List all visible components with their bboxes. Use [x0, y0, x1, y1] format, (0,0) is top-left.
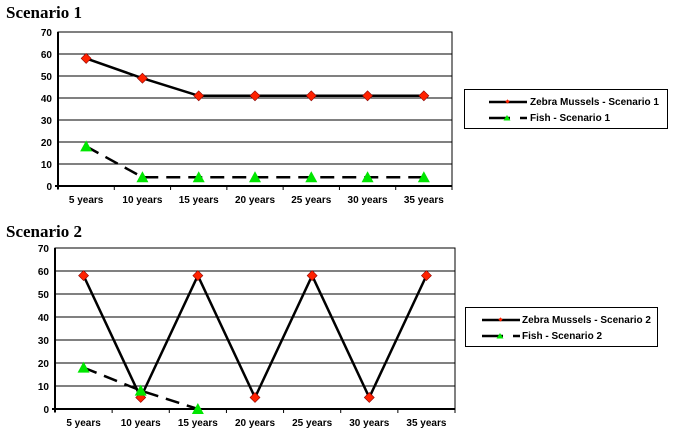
y-tick-label: 10 [41, 160, 53, 171]
legend-dashed-triangle-icon [489, 115, 527, 121]
x-tick-label: 10 years [122, 195, 162, 206]
legend-item-zebra-mussels-1: Zebra Mussels - Scenario 1 [465, 95, 659, 109]
legend-line-diamond-icon [489, 99, 527, 104]
x-tick-label: 10 years [121, 418, 161, 429]
diamond-marker-icon [192, 270, 204, 282]
legend-dashed-triangle-icon [482, 333, 520, 339]
diamond-marker-icon [137, 72, 148, 84]
triangle-marker-icon [77, 361, 90, 373]
diamond-marker-icon [249, 90, 261, 102]
legend-label: Fish - Scenario 1 [530, 112, 611, 124]
plot-frame [54, 247, 456, 410]
legend-line-diamond-icon [482, 317, 520, 322]
x-tick-label: 15 years [178, 418, 218, 429]
diamond-marker-icon [193, 90, 205, 102]
y-tick-label: 50 [38, 290, 50, 301]
legend-label: Fish - Scenario 2 [522, 330, 603, 342]
legend-item-zebra-mussels-2: Zebra Mussels - Scenario 2 [466, 313, 651, 327]
y-tick-label: 60 [38, 267, 50, 278]
diamond-marker-icon [305, 90, 317, 102]
y-tick-label: 70 [41, 28, 53, 39]
diamond-marker-icon [418, 90, 430, 102]
x-tick-label: 25 years [292, 418, 332, 429]
y-tick-label: 30 [38, 336, 50, 347]
x-tick-label: 30 years [348, 195, 388, 206]
triangle-marker-icon [305, 171, 318, 183]
triangle-marker-icon [249, 171, 261, 183]
y-tick-label: 60 [41, 50, 53, 61]
triangle-marker-icon [80, 140, 93, 152]
diamond-marker-icon [362, 90, 373, 102]
y-tick-label: 0 [43, 405, 49, 416]
diamond-marker-icon [363, 392, 375, 403]
triangle-marker-icon [192, 171, 205, 183]
triangle-marker-icon [191, 403, 204, 414]
y-tick-label: 40 [41, 94, 53, 105]
y-tick-label: 30 [41, 116, 53, 127]
x-tick-label: 35 years [404, 195, 444, 206]
diamond-marker-icon [249, 392, 261, 403]
chart-2-title: Scenario 2 [6, 222, 83, 241]
legend-item-fish-1: Fish - Scenario 1 [465, 111, 610, 125]
chart-1-title: Scenario 1 [6, 3, 83, 22]
x-tick-label: 20 years [235, 418, 275, 429]
diamond-marker-icon [80, 52, 92, 64]
x-tick-label: 15 years [179, 195, 219, 206]
diamond-marker-icon [306, 270, 318, 282]
y-tick-label: 70 [38, 244, 50, 255]
y-tick-label: 40 [38, 313, 50, 324]
x-tick-label: 35 years [406, 418, 446, 429]
y-tick-label: 20 [38, 359, 50, 370]
series-line [83, 366, 199, 411]
chart-1-legend: Zebra Mussels - Scenario 1 Fish - Scenar… [464, 89, 668, 129]
chart-2-legend: Zebra Mussels - Scenario 2 Fish - Scenar… [465, 307, 658, 347]
x-tick-label: 20 years [235, 195, 275, 206]
diamond-marker-icon [421, 270, 432, 282]
legend-item-fish-2: Fish - Scenario 2 [466, 329, 602, 343]
triangle-marker-icon [417, 171, 430, 183]
legend-label: Zebra Mussels - Scenario 2 [522, 314, 651, 326]
x-tick-label: 5 years [69, 195, 104, 206]
x-tick-label: 30 years [349, 418, 389, 429]
triangle-marker-icon [361, 171, 374, 183]
x-tick-label: 25 years [291, 195, 331, 206]
x-tick-label: 5 years [66, 418, 101, 429]
triangle-marker-icon [136, 171, 149, 183]
legend-label: Zebra Mussels - Scenario 1 [530, 96, 659, 108]
diamond-marker-icon [78, 270, 89, 282]
y-tick-label: 20 [41, 138, 53, 149]
y-tick-label: 10 [38, 382, 50, 393]
y-tick-label: 0 [46, 182, 52, 193]
y-tick-label: 50 [41, 72, 53, 83]
triangle-marker-icon [134, 384, 147, 396]
